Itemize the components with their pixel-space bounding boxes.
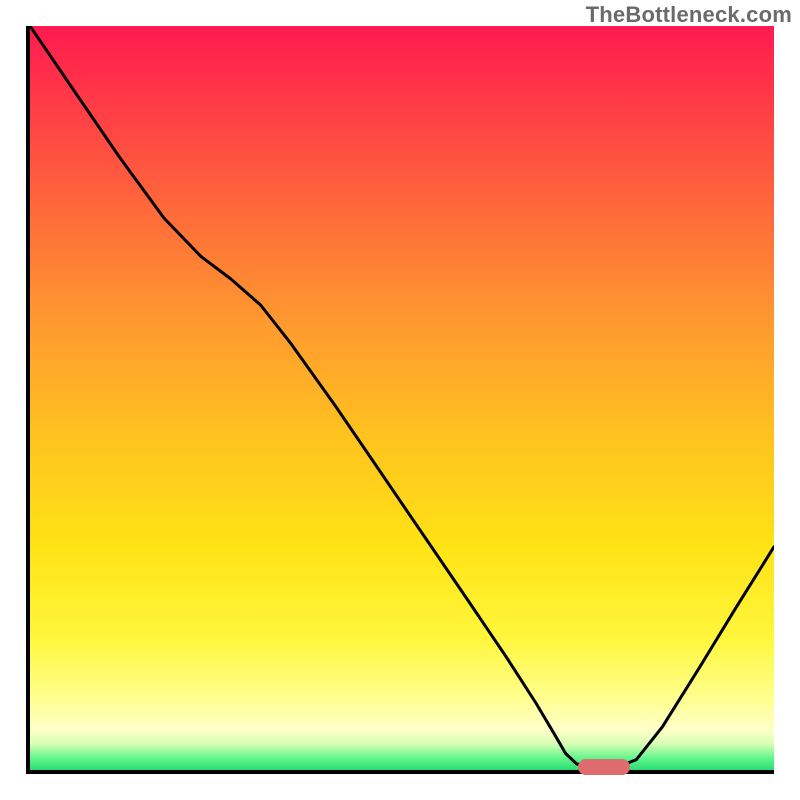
chart-container: TheBottleneck.com — [0, 0, 800, 800]
curve-path — [30, 26, 774, 767]
bottleneck-curve — [30, 26, 774, 770]
watermark-text: TheBottleneck.com — [586, 2, 792, 28]
plot-area — [26, 26, 774, 774]
optimal-marker — [578, 759, 630, 775]
